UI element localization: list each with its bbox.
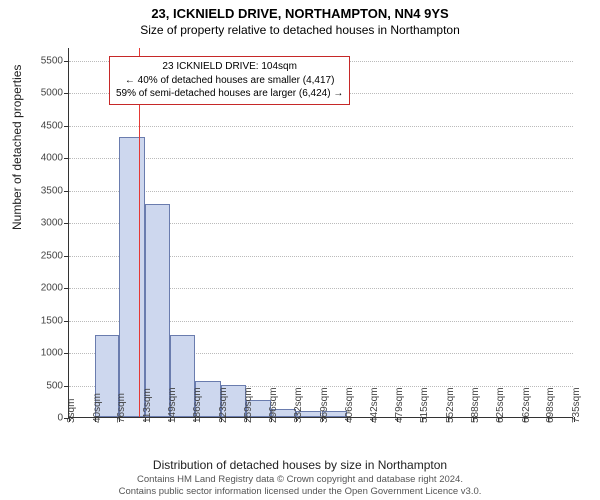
histogram-bar bbox=[119, 137, 145, 417]
x-tick-label: 3sqm bbox=[66, 399, 77, 423]
y-tick-label: 3000 bbox=[41, 218, 69, 229]
x-tick-label: 40sqm bbox=[92, 393, 103, 423]
histogram-bar bbox=[145, 204, 170, 417]
x-tick-label: 223sqm bbox=[218, 387, 229, 423]
x-tick-label: 588sqm bbox=[470, 387, 481, 423]
x-tick-label: 332sqm bbox=[293, 387, 304, 423]
y-tick-label: 2000 bbox=[41, 283, 69, 294]
x-tick-label: 76sqm bbox=[116, 393, 127, 423]
grid-line bbox=[69, 126, 573, 127]
page-title: 23, ICKNIELD DRIVE, NORTHAMPTON, NN4 9YS bbox=[0, 6, 600, 21]
footer: Contains HM Land Registry data © Crown c… bbox=[0, 474, 600, 498]
y-axis-title: Number of detached properties bbox=[10, 65, 24, 230]
y-tick-label: 5500 bbox=[41, 55, 69, 66]
y-tick-label: 3500 bbox=[41, 185, 69, 196]
x-tick-label: 552sqm bbox=[445, 387, 456, 423]
y-tick-label: 2500 bbox=[41, 250, 69, 261]
x-tick-label: 186sqm bbox=[192, 387, 203, 423]
annotation-box: 23 ICKNIELD DRIVE: 104sqm← 40% of detach… bbox=[109, 56, 350, 105]
page-subtitle: Size of property relative to detached ho… bbox=[0, 23, 600, 37]
x-tick-label: 406sqm bbox=[344, 387, 355, 423]
x-tick-label: 113sqm bbox=[142, 388, 153, 423]
annotation-line: ← 40% of detached houses are smaller (4,… bbox=[116, 74, 343, 88]
x-tick-label: 515sqm bbox=[419, 387, 430, 423]
x-tick-label: 149sqm bbox=[167, 387, 178, 423]
x-tick-label: 442sqm bbox=[369, 387, 380, 423]
y-tick-label: 4500 bbox=[41, 120, 69, 131]
y-tick-label: 500 bbox=[46, 380, 69, 391]
y-tick-label: 1000 bbox=[41, 348, 69, 359]
x-tick-label: 296sqm bbox=[268, 387, 279, 423]
histogram-chart: 0500100015002000250030003500400045005000… bbox=[68, 48, 573, 418]
y-tick-label: 1500 bbox=[41, 315, 69, 326]
x-tick-label: 625sqm bbox=[495, 387, 506, 423]
x-tick-label: 662sqm bbox=[521, 387, 532, 423]
annotation-line: 23 ICKNIELD DRIVE: 104sqm bbox=[116, 60, 343, 74]
footer-line-2: Contains public sector information licen… bbox=[0, 486, 600, 498]
x-tick-label: 735sqm bbox=[571, 387, 582, 423]
y-tick-label: 4000 bbox=[41, 153, 69, 164]
y-tick-label: 5000 bbox=[41, 88, 69, 99]
footer-line-1: Contains HM Land Registry data © Crown c… bbox=[0, 474, 600, 486]
x-tick-label: 259sqm bbox=[243, 387, 254, 423]
annotation-line: 59% of semi-detached houses are larger (… bbox=[116, 87, 343, 101]
header: 23, ICKNIELD DRIVE, NORTHAMPTON, NN4 9YS… bbox=[0, 0, 600, 37]
x-axis-title: Distribution of detached houses by size … bbox=[0, 458, 600, 472]
x-tick-label: 479sqm bbox=[394, 387, 405, 423]
x-tick-label: 698sqm bbox=[545, 387, 556, 423]
x-tick-label: 369sqm bbox=[319, 387, 330, 423]
